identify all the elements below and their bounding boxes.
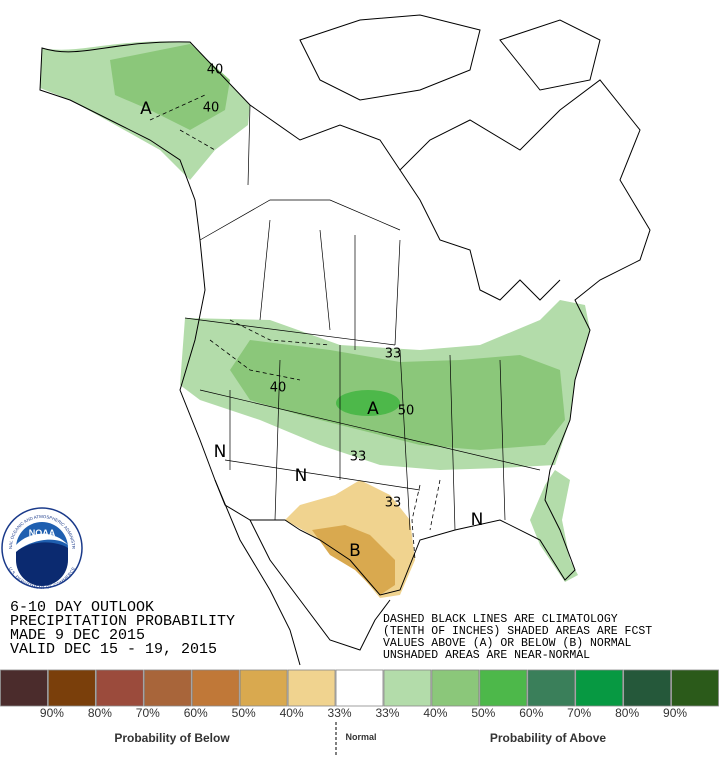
legend-above: Probability of Above bbox=[490, 731, 607, 745]
legend-label: 80% bbox=[88, 706, 112, 720]
legend-label: 50% bbox=[471, 706, 495, 720]
title-line: 6-10 DAY OUTLOOK bbox=[10, 599, 154, 616]
legend-label: 60% bbox=[184, 706, 208, 720]
legend-label: 40% bbox=[280, 706, 304, 720]
alaska-above-40 bbox=[110, 44, 230, 130]
contour-label: 33 bbox=[385, 347, 402, 362]
legend-swatch bbox=[335, 669, 384, 707]
boundaries bbox=[184, 104, 541, 531]
climatology-lines bbox=[149, 94, 441, 561]
note-line: UNSHADED AREAS ARE NEAR-NORMAL bbox=[383, 649, 590, 662]
hudson-bay bbox=[399, 169, 561, 301]
legend-swatch bbox=[575, 669, 624, 707]
legend-swatch bbox=[527, 669, 576, 707]
contour-label: 40 bbox=[270, 381, 287, 396]
legend-label: 80% bbox=[615, 706, 639, 720]
note-line: VALUES ABOVE (A) OR BELOW (B) NORMAL bbox=[383, 637, 632, 650]
notes: DASHED BLACK LINES ARE CLIMATOLOGY (TENT… bbox=[383, 613, 652, 662]
legend-swatch bbox=[0, 669, 48, 707]
legend-label: 40% bbox=[423, 706, 447, 720]
arctic-islands bbox=[299, 14, 601, 101]
legend-swatch bbox=[431, 669, 480, 707]
legend-swatch bbox=[623, 669, 671, 707]
legend-below: Probability of Below bbox=[114, 731, 230, 745]
logo-gull bbox=[16, 533, 68, 552]
legend-swatch bbox=[671, 669, 719, 707]
contour-label: 40 bbox=[207, 63, 224, 78]
legend-swatch bbox=[191, 669, 240, 707]
legend-label: 33% bbox=[375, 706, 399, 720]
contour-label: 40 bbox=[203, 101, 220, 116]
note-line: (TENTH OF INCHES) SHADED AREAS ARE FCST bbox=[383, 625, 652, 638]
title-block: 6-10 DAY OUTLOOK PRECIPITATION PROBABILI… bbox=[10, 599, 235, 658]
contour-label: 50 bbox=[398, 404, 415, 419]
contour-label: 33 bbox=[350, 450, 367, 465]
logo-name: NOAA bbox=[29, 528, 56, 538]
legend-swatch bbox=[287, 669, 336, 707]
legend-swatch bbox=[239, 669, 288, 707]
legend-swatch bbox=[479, 669, 528, 707]
texas-below-40 bbox=[312, 525, 395, 595]
outlines bbox=[39, 14, 651, 666]
note-line: DASHED BLACK LINES ARE CLIMATOLOGY bbox=[383, 613, 618, 626]
title-line: PRECIPITATION PROBABILITY bbox=[10, 613, 235, 630]
category-label: N bbox=[471, 510, 484, 530]
southeast-above-33 bbox=[530, 470, 578, 582]
legend-label: 90% bbox=[40, 706, 64, 720]
us-above-50 bbox=[336, 390, 400, 416]
category-label: N bbox=[295, 466, 308, 486]
us-above-40 bbox=[230, 340, 565, 450]
map-labels: 40 40 A 33 40 A 50 33 N N 33 N B bbox=[140, 63, 483, 562]
shading bbox=[40, 41, 590, 598]
legend-swatch bbox=[143, 669, 192, 707]
mexico-coast bbox=[214, 479, 391, 666]
logo-sea bbox=[16, 542, 68, 586]
legend-swatch bbox=[383, 669, 432, 707]
legend-swatch bbox=[95, 669, 144, 707]
category-label: B bbox=[349, 541, 361, 561]
category-label: N bbox=[214, 442, 227, 462]
legend-label: 50% bbox=[232, 706, 256, 720]
category-label: A bbox=[367, 399, 379, 419]
contour-label: 33 bbox=[385, 496, 402, 511]
legend-swatch bbox=[48, 669, 96, 707]
legend-label: 90% bbox=[663, 706, 687, 720]
coastline bbox=[39, 41, 651, 596]
legend-normal: Normal bbox=[345, 732, 376, 742]
category-label: A bbox=[140, 99, 152, 119]
title-line: MADE 9 DEC 2015 bbox=[10, 627, 145, 644]
legend: Probability of Below Normal Probability … bbox=[0, 669, 719, 756]
legend-label: 70% bbox=[136, 706, 160, 720]
legend-label: 33% bbox=[328, 706, 352, 720]
legend-label: 60% bbox=[519, 706, 543, 720]
title-line: VALID DEC 15 - 19, 2015 bbox=[10, 641, 217, 658]
legend-label: 70% bbox=[567, 706, 591, 720]
